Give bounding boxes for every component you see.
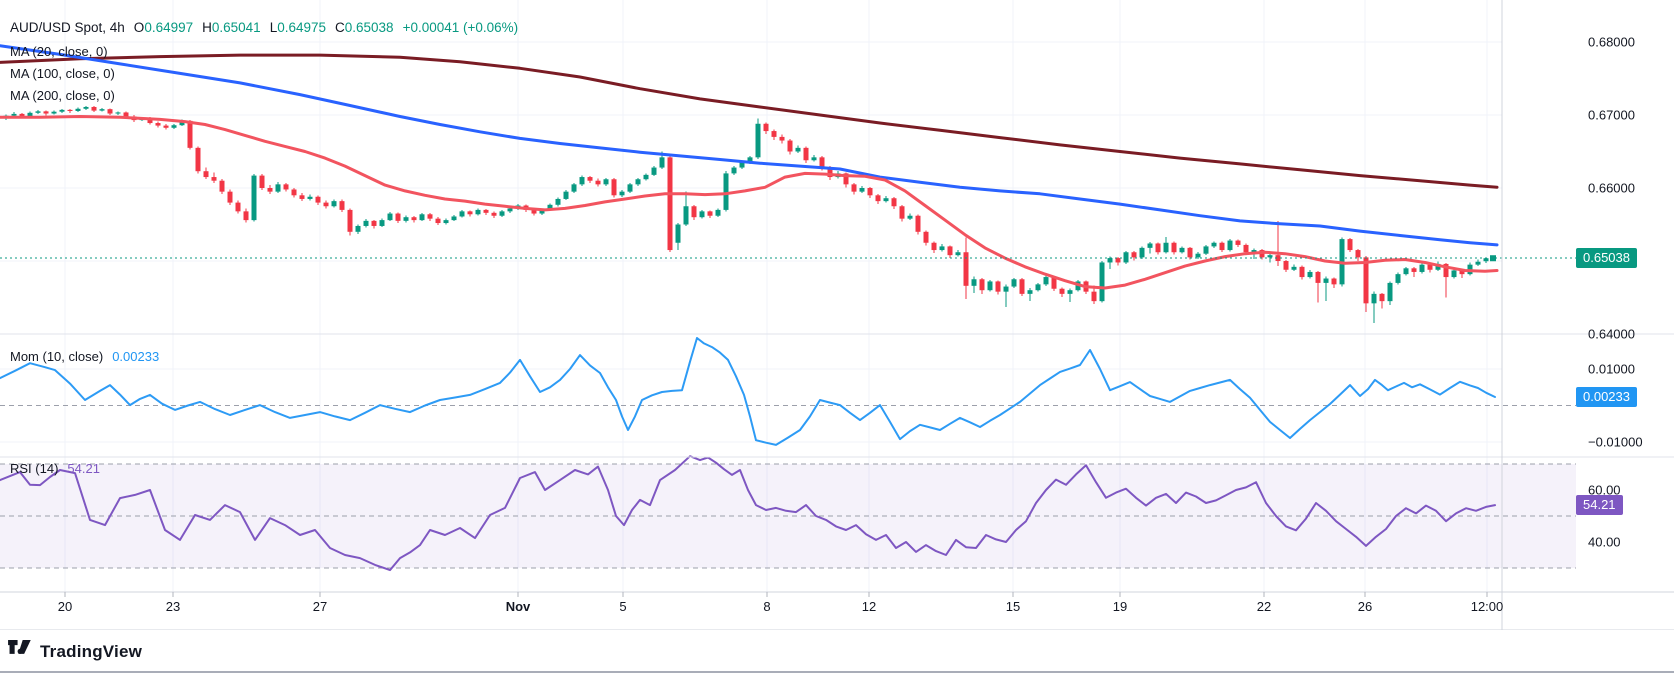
- momentum-value: 0.00233: [112, 349, 160, 364]
- momentum-legend[interactable]: Mom (10, close) 0.00233: [10, 349, 159, 364]
- price-axis-label: 0.66000: [1588, 180, 1635, 196]
- ma100-label: MA (100, close, 0): [10, 66, 115, 81]
- ohlc-close: C0.65038: [335, 20, 394, 35]
- rsi-legend[interactable]: RSI (14) 54.21: [10, 461, 100, 476]
- time-axis-label: 27: [312, 599, 328, 614]
- tradingview-attribution[interactable]: TradingView: [8, 640, 142, 664]
- rsi-value: 54.21: [67, 461, 100, 476]
- chart-canvas[interactable]: [0, 0, 1674, 630]
- rsi-axis-label: 40.00: [1588, 534, 1621, 550]
- time-axis-label: 20: [57, 599, 73, 614]
- time-axis-label: 15: [1005, 599, 1021, 614]
- rsi-value-badge: 54.21: [1576, 495, 1623, 516]
- price-axis-label: 0.68000: [1588, 34, 1635, 50]
- time-axis-label: 22: [1256, 599, 1272, 614]
- rsi-label: RSI (14): [10, 461, 59, 476]
- ma200-label: MA (200, close, 0): [10, 88, 115, 103]
- time-axis-label: 19: [1112, 599, 1128, 614]
- price-axis-label: 0.67000: [1588, 107, 1635, 123]
- time-axis[interactable]: 20 23 27 Nov 5 8 12 15 19 22 26 12:00: [0, 592, 1674, 630]
- time-axis-label: Nov: [505, 599, 531, 614]
- ohlc-low: L0.64975: [269, 20, 327, 35]
- momentum-axis-label: −0.01000: [1588, 434, 1643, 450]
- price-change: +0.00041 (+0.06%): [402, 20, 519, 35]
- time-axis-label: 23: [165, 599, 181, 614]
- momentum-label: Mom (10, close): [10, 349, 104, 364]
- time-axis-label: 12:00: [1470, 599, 1504, 614]
- rsi-axis-label: 60.00: [1588, 482, 1621, 498]
- time-axis-label: 12: [861, 599, 877, 614]
- time-axis-label: 8: [763, 599, 771, 614]
- last-price-badge: 0.65038: [1576, 248, 1637, 269]
- ma20-label: MA (20, close, 0): [10, 44, 108, 59]
- tradingview-logo-text: TradingView: [40, 642, 143, 661]
- tradingview-logo-icon: [8, 640, 33, 664]
- time-axis-label: 26: [1357, 599, 1373, 614]
- ma20-legend[interactable]: MA (20, close, 0): [10, 44, 108, 59]
- ohlc-open: O0.64997: [133, 20, 194, 35]
- ma200-legend[interactable]: MA (200, close, 0): [10, 88, 115, 103]
- ohlc-high: H0.65041: [202, 20, 261, 35]
- time-axis-label: 5: [619, 599, 627, 614]
- bottom-border: [0, 671, 1674, 673]
- momentum-value-badge: 0.00233: [1576, 386, 1637, 407]
- price-axis[interactable]: 0.68000 0.67000 0.66000 0.64000 0.01000 −0.01…: [1502, 0, 1674, 592]
- ma100-legend[interactable]: MA (100, close, 0): [10, 66, 115, 81]
- price-axis-label: 0.64000: [1588, 326, 1635, 342]
- symbol-legend[interactable]: AUD/USD Spot, 4h O0.64997 H0.65041 L0.64…: [10, 20, 518, 35]
- momentum-axis-label: 0.01000: [1588, 361, 1635, 377]
- symbol-title[interactable]: AUD/USD Spot, 4h: [10, 20, 125, 35]
